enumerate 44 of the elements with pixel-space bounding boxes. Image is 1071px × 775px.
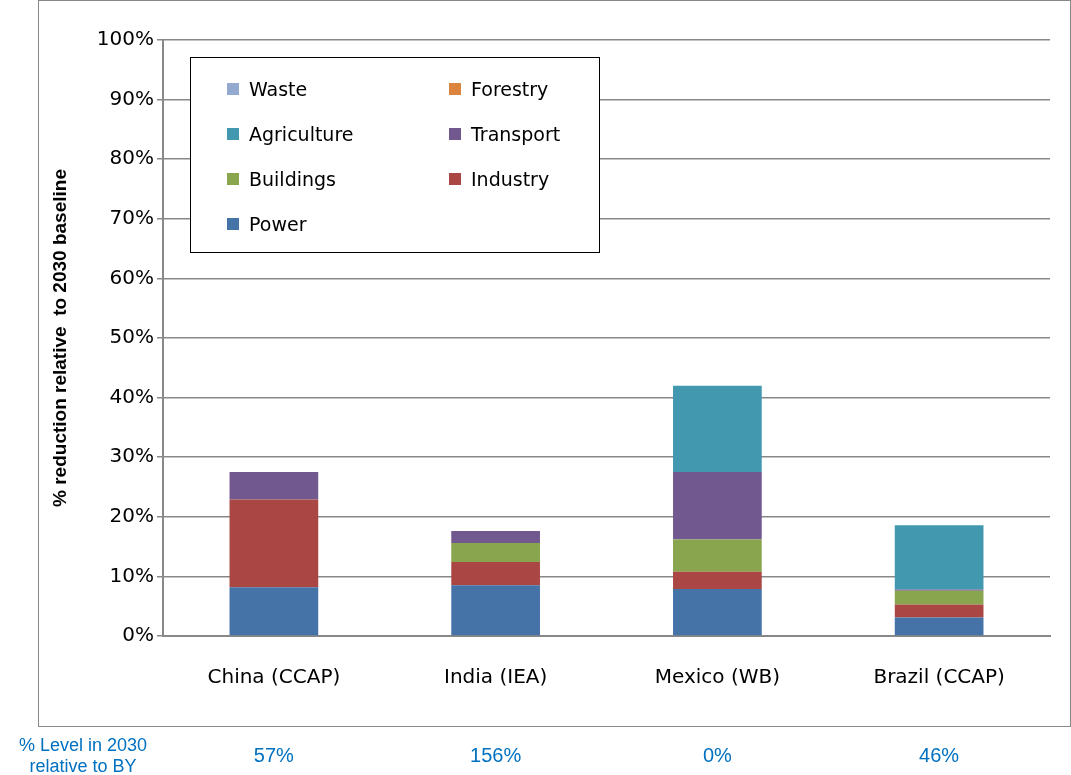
bar [894, 590, 984, 605]
bar [451, 543, 540, 563]
x-tick-label: Mexico (WB) [654, 664, 781, 689]
bar [894, 617, 984, 636]
bar [673, 571, 762, 589]
legend-label: Industry [471, 167, 550, 190]
bar [451, 531, 540, 544]
x-tick-label: Brazil (CCAP) [873, 664, 1005, 689]
y-tick-label: 30% [109, 443, 154, 468]
bar [451, 585, 540, 636]
y-tick-label: 10% [109, 562, 154, 587]
text: % Level in 2030 relative to BY [18, 734, 148, 775]
y-tick-label: 80% [109, 145, 154, 170]
x-tick-label: China (CCAP) [207, 664, 341, 689]
text: 46% [919, 743, 960, 766]
y-tick-label: 60% [109, 264, 154, 289]
legend-label: Agriculture [249, 122, 354, 145]
bar [673, 539, 762, 572]
y-tick-label: 50% [109, 324, 154, 349]
bar [451, 562, 540, 586]
x-tick-label: India (IEA) [443, 664, 548, 689]
y-tick-label: 90% [109, 85, 154, 110]
bar [229, 472, 319, 500]
legend-label: Buildings [249, 167, 336, 190]
bar [229, 499, 319, 588]
y-axis-title: % reduction relative to 2030 baseline [48, 169, 70, 507]
text: 156% [470, 743, 522, 766]
text: 0% [702, 743, 733, 766]
bar [673, 472, 762, 540]
y-tick-label: 40% [109, 383, 154, 408]
y-tick-label: 100% [96, 26, 154, 51]
y-tick-label: 20% [109, 503, 154, 527]
bar [229, 587, 319, 636]
legend-label: Power [249, 212, 307, 235]
bar [894, 525, 984, 590]
legend-label: Forestry [471, 77, 549, 100]
legend-label: Waste [249, 77, 308, 100]
y-tick-label: 70% [109, 205, 154, 229]
legend-label: Transport [471, 122, 561, 145]
bar [673, 385, 762, 473]
bar [673, 588, 762, 636]
y-tick-label: 0% [122, 622, 154, 647]
bar [894, 604, 984, 618]
text: 57% [253, 743, 295, 766]
